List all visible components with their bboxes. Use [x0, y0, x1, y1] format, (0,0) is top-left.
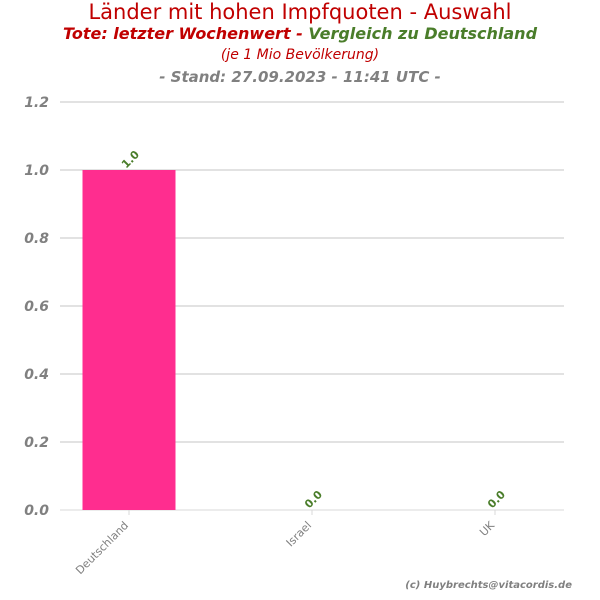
stand-timestamp: - Stand: 27.09.2023 - 11:41 UTC -: [159, 68, 441, 86]
y-tick-label: 0.6: [24, 299, 49, 315]
x-tick-label: UK: [477, 518, 498, 539]
y-tick-label: 0.8: [24, 231, 49, 247]
bar-deutschland: [82, 170, 176, 510]
data-label: 0.0: [485, 488, 508, 511]
y-tick-label: 1.0: [24, 163, 49, 179]
chart-subtitle: Tote: letzter Wochenwert - Vergleich zu …: [0, 24, 600, 43]
unit-note: (je 1 Mio Bevölkerung): [220, 47, 380, 63]
x-tick-label: Deutschland: [73, 519, 131, 577]
data-label: 0.0: [302, 488, 325, 511]
chart-title: Länder mit hohen Impfquoten - Auswahl: [88, 0, 512, 24]
credit-text: (c) Huybrechts@vitacordis.de: [405, 580, 572, 591]
y-tick-label: 0.0: [24, 503, 49, 519]
subtitle-green-part: Vergleich zu Deutschland: [308, 24, 538, 43]
y-tick-label: 0.4: [24, 367, 49, 383]
subtitle-red-part: Tote: letzter Wochenwert -: [62, 24, 309, 43]
y-tick-label: 0.2: [24, 435, 49, 451]
x-tick-label: Israel: [284, 519, 314, 549]
y-tick-label: 1.2: [24, 95, 49, 111]
data-label: 1.0: [119, 148, 142, 171]
